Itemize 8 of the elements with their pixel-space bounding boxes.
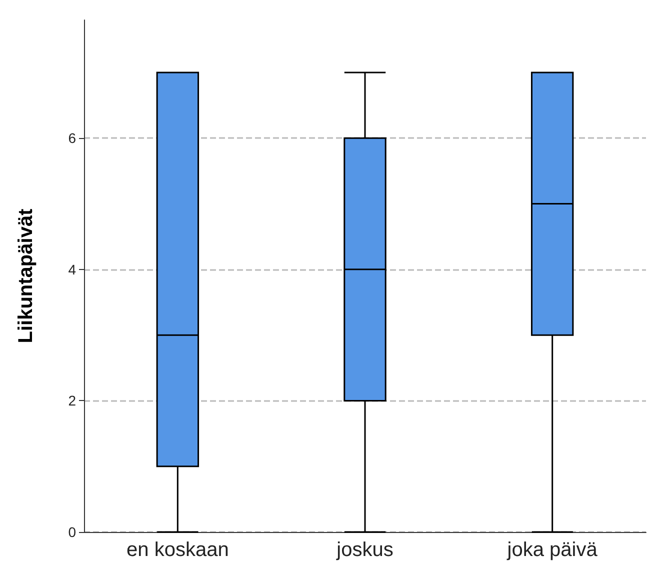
y-tick-label: 4 — [68, 261, 76, 278]
x-tick-label: en koskaan — [126, 539, 229, 561]
y-tick-label: 2 — [68, 392, 76, 409]
x-tick-label: joskus — [336, 539, 394, 561]
x-tick-label: joka päivä — [506, 539, 598, 561]
y-tick-label: 6 — [68, 130, 76, 146]
y-axis-title: Liikuntapäivät — [15, 208, 37, 344]
y-tick-label: 0 — [68, 524, 76, 540]
